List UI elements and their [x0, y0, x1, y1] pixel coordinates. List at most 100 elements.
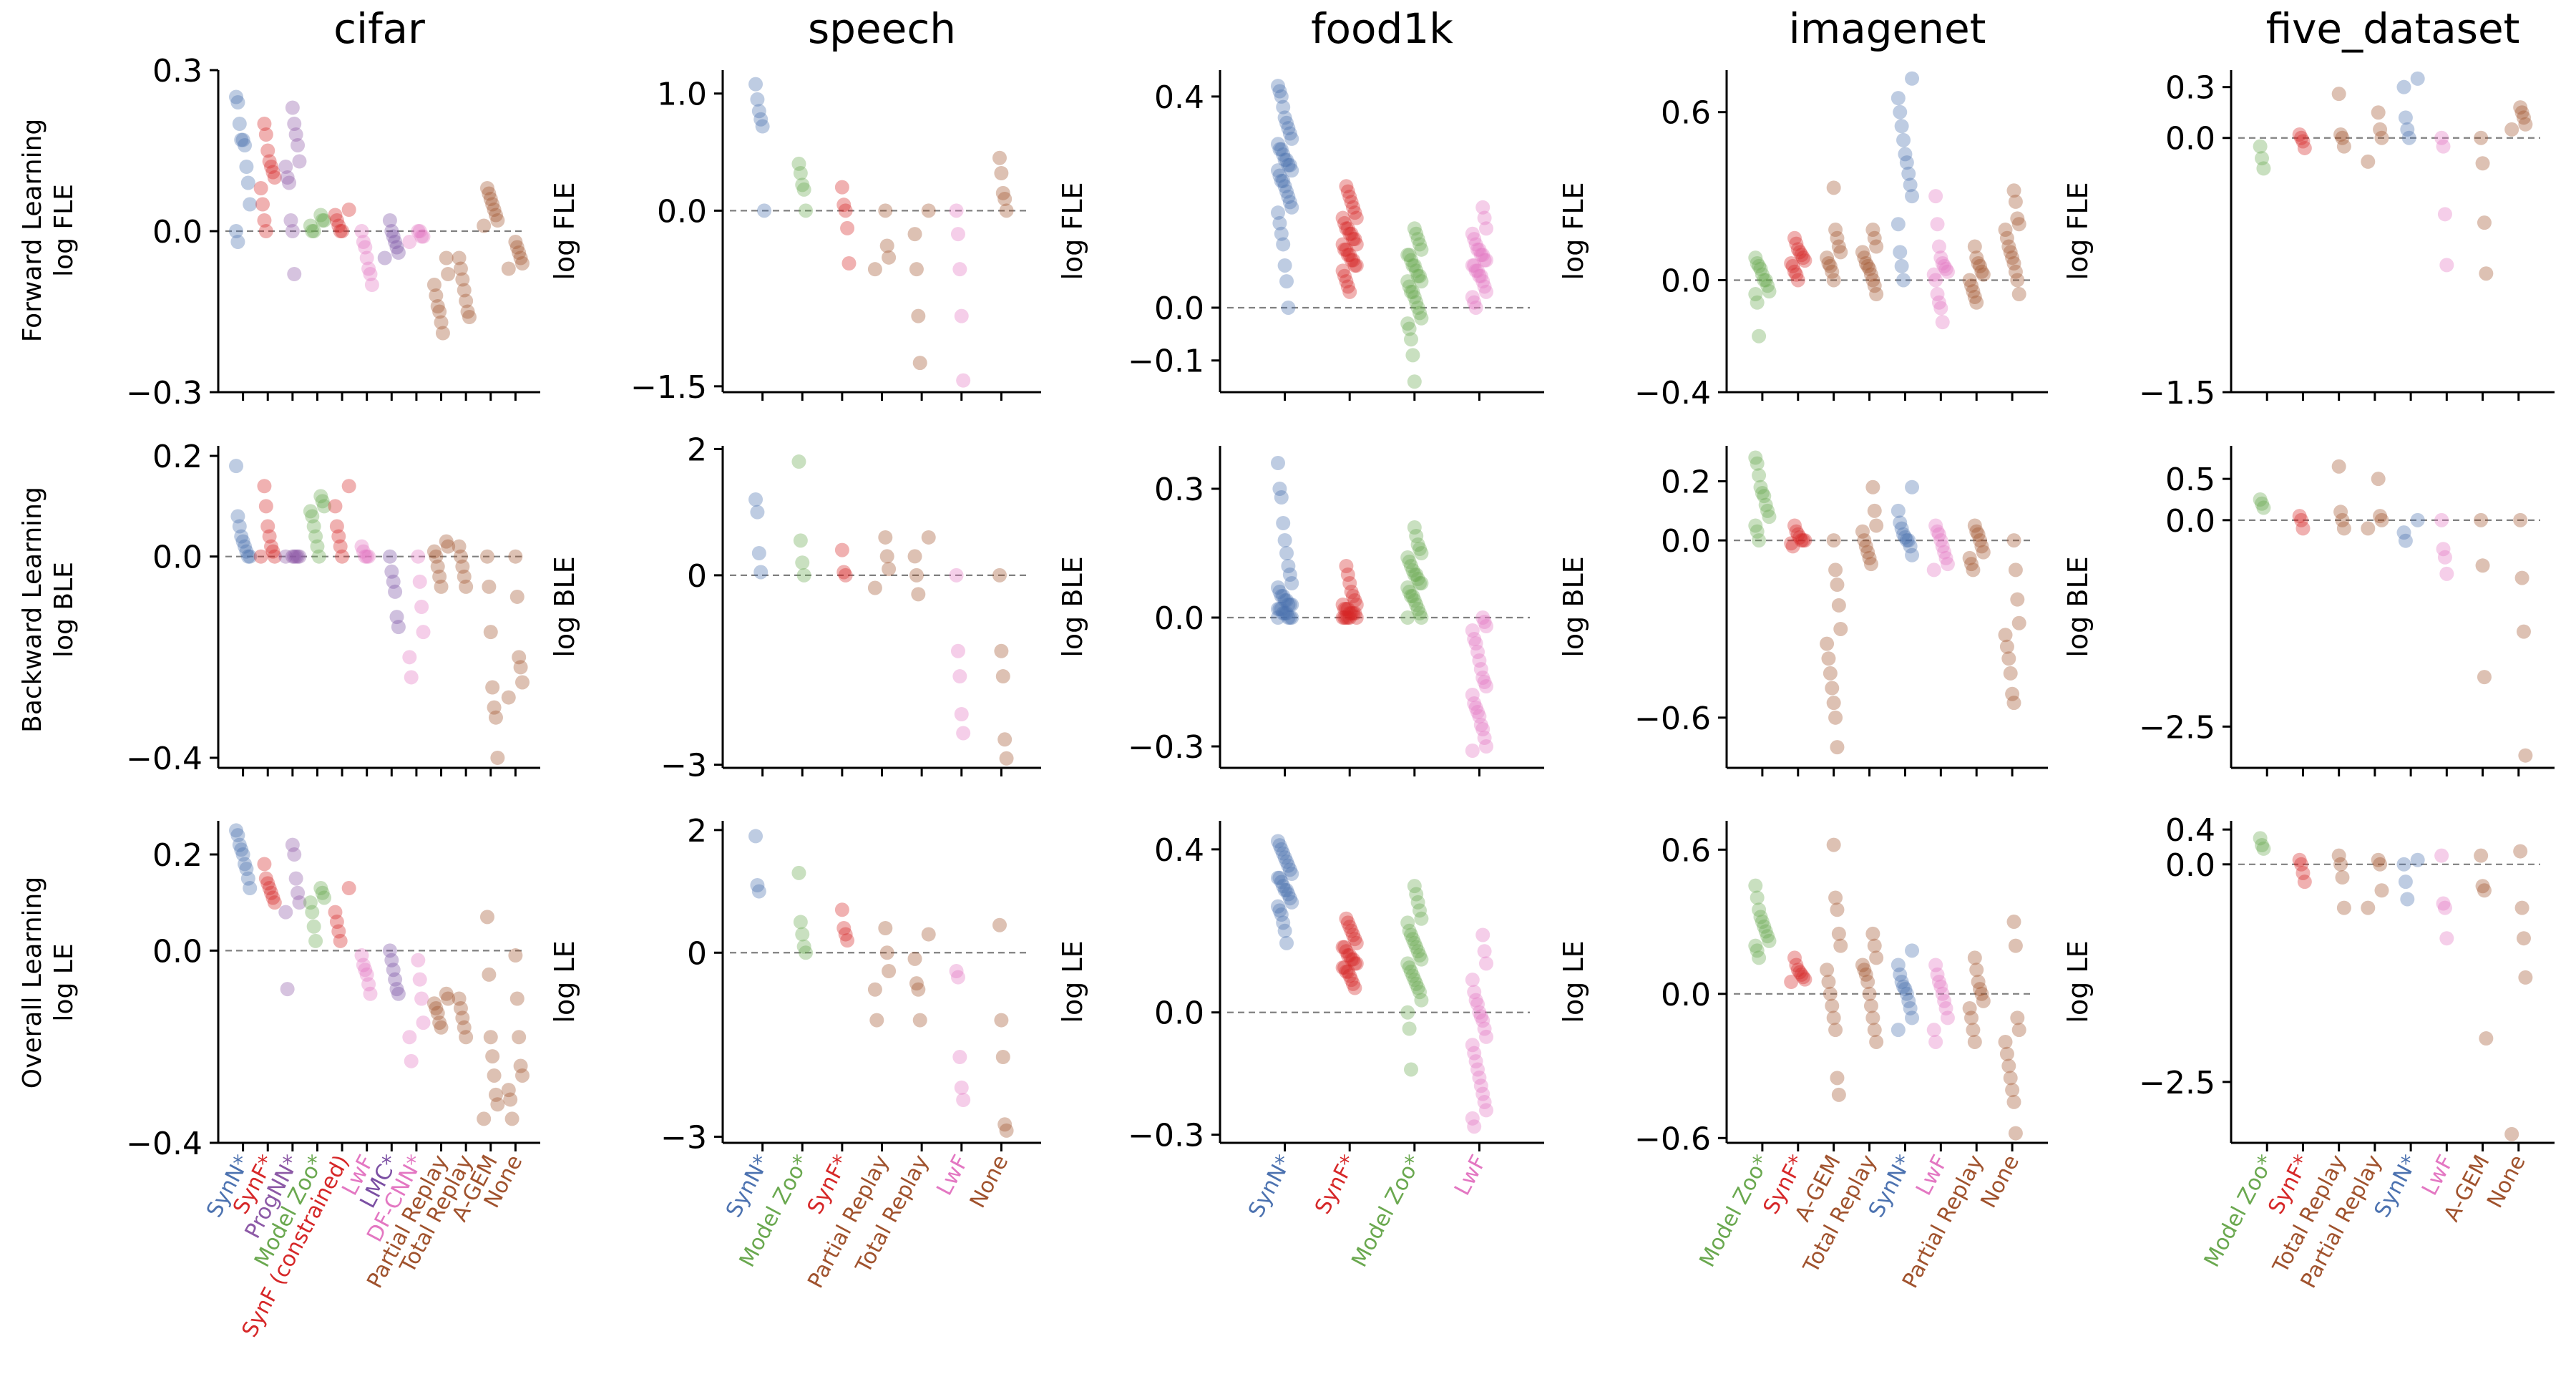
- point-synf-constrained: [329, 915, 344, 930]
- point-model-zoo: [1414, 610, 1429, 625]
- point-model-zoo: [1405, 932, 1420, 947]
- point-none: [513, 1058, 528, 1073]
- point-synn: [1277, 593, 1292, 608]
- point-none: [2003, 1071, 2018, 1086]
- point-lwf: [2434, 130, 2449, 145]
- point-total-replay: [1865, 223, 1880, 238]
- point-model-zoo: [793, 166, 808, 180]
- point-lwf: [363, 986, 378, 1001]
- point-synf: [1346, 952, 1360, 967]
- point-synf-constrained: [341, 881, 356, 896]
- point-partial-replay: [1971, 975, 1986, 989]
- point-none: [2010, 211, 2025, 226]
- row-title-overall-1: Overall Learning: [18, 877, 47, 1088]
- point-partial-replay: [429, 549, 444, 564]
- point-synf: [1335, 237, 1350, 252]
- y-tick-label: 0.0: [1661, 977, 1711, 1013]
- point-lwf: [356, 544, 371, 559]
- point-synn: [1281, 887, 1296, 902]
- point-synn: [240, 549, 255, 564]
- point-none: [2005, 250, 2020, 265]
- point-lwf: [2434, 512, 2449, 527]
- point-synf: [2296, 865, 2311, 880]
- point-model-zoo: [305, 224, 320, 238]
- y-tick-label: 0.3: [152, 53, 203, 89]
- point-synf: [1340, 947, 1355, 963]
- point-none: [999, 1123, 1014, 1138]
- point-model-zoo: [1400, 248, 1415, 263]
- point-lwf: [1928, 958, 1943, 973]
- point-synn: [2410, 71, 2425, 86]
- point-synf: [1346, 589, 1360, 603]
- point-model-zoo: [1404, 927, 1418, 942]
- point-synn: [1279, 152, 1294, 167]
- point-total-replay: [2336, 900, 2351, 915]
- point-synn: [1890, 91, 1906, 106]
- point-synf: [1340, 221, 1355, 236]
- point-synn: [235, 534, 250, 549]
- point-total-replay: [921, 927, 936, 942]
- point-none: [2001, 239, 2016, 254]
- point-lwf: [952, 669, 967, 684]
- point-prognn: [278, 549, 293, 564]
- point-lwf: [1468, 1054, 1483, 1069]
- point-total-replay: [1869, 239, 1884, 254]
- point-lmc: [391, 620, 406, 635]
- y-tick-label: −3: [660, 748, 707, 784]
- point-model-zoo: [1404, 332, 1418, 347]
- y-tick-label: 0.3: [2165, 70, 2215, 107]
- point-none: [2514, 105, 2529, 120]
- point-prognn: [292, 895, 307, 910]
- point-synn: [750, 92, 765, 107]
- y-tick-label: −0.6: [1634, 1121, 1711, 1157]
- point-synn: [1274, 842, 1289, 857]
- point-synf-constrained: [328, 905, 343, 920]
- point-synn: [1905, 943, 1920, 958]
- point-model-zoo: [791, 454, 806, 469]
- y-tick-label: −0.3: [126, 375, 203, 411]
- point-synn: [1274, 89, 1289, 104]
- point-model-zoo: [303, 504, 318, 519]
- panel-speech-backward: log BLE 2 0 −3: [549, 432, 1041, 784]
- point-model-zoo: [795, 177, 810, 193]
- point-synn: [235, 132, 250, 147]
- point-lwf: [1465, 688, 1480, 702]
- point-model-zoo: [1758, 497, 1773, 512]
- point-synf: [1339, 610, 1354, 625]
- point-model-zoo: [1760, 503, 1775, 518]
- point-prognn: [278, 905, 293, 920]
- point-lwf: [1475, 1086, 1491, 1101]
- point-synn: [2410, 512, 2425, 527]
- point-lwf: [1470, 705, 1485, 719]
- point-lwf: [1473, 662, 1488, 676]
- point-model-zoo: [1409, 529, 1424, 543]
- point-synn: [1905, 71, 1920, 86]
- point-partial-replay: [2373, 509, 2388, 524]
- point-model-zoo: [1413, 903, 1427, 918]
- point-lwf: [1479, 253, 1493, 268]
- point-synn: [1898, 147, 1913, 162]
- point-model-zoo: [313, 208, 328, 223]
- point-a-gem: [2475, 156, 2490, 171]
- point-synf: [258, 499, 273, 514]
- point-total-replay: [453, 261, 468, 276]
- point-none: [2011, 615, 2026, 630]
- point-total-replay: [2335, 130, 2350, 145]
- point-none: [509, 589, 525, 604]
- point-synn: [1281, 121, 1296, 136]
- point-model-zoo: [1407, 374, 1422, 389]
- point-synf-constrained: [329, 213, 344, 228]
- point-synn: [1896, 527, 1911, 542]
- point-synf: [260, 876, 275, 891]
- x-category-label: LwF: [932, 1151, 973, 1199]
- point-synn: [1894, 119, 1909, 134]
- point-a-gem: [1823, 258, 1838, 273]
- point-synn: [1281, 190, 1296, 205]
- point-none: [513, 250, 528, 265]
- point-synf: [2292, 127, 2307, 142]
- point-synf: [1342, 947, 1357, 963]
- point-df-cnn: [416, 229, 431, 244]
- panel-title: food1k: [1311, 4, 1453, 53]
- point-synf-constrained: [333, 933, 348, 948]
- point-a-gem: [2477, 883, 2492, 898]
